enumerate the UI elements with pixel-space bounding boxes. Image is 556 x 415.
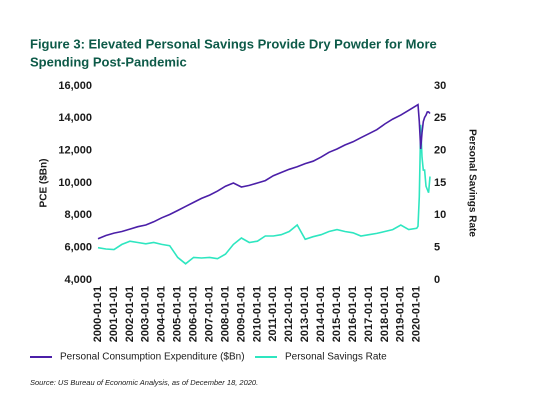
x-tick-label: 2011-01-01 (267, 286, 279, 342)
series-line (97, 124, 431, 265)
y-tick-label: 12,000 (58, 145, 92, 157)
y2-tick-label: 30 (434, 80, 446, 92)
y2-tick-label: 0 (434, 274, 440, 286)
x-tick-label: 2019-01-01 (395, 286, 407, 342)
x-tick-label: 2003-01-01 (140, 286, 152, 342)
y-tick-label: 8,000 (64, 209, 92, 221)
x-tick-label: 2002-01-01 (124, 286, 136, 342)
x-tick-label: 2012-01-01 (283, 286, 295, 342)
x-tick-label: 2009-01-01 (235, 286, 247, 342)
y-axis-title: PCE ($Bn) (39, 159, 50, 208)
y2-tick-label: 5 (434, 242, 440, 254)
x-tick-label: 2015-01-01 (331, 286, 343, 342)
y2-axis-title: Personal Savings Rate (466, 129, 477, 237)
x-tick-label: 2017-01-01 (363, 286, 375, 342)
x-tick-label: 2006-01-01 (188, 286, 200, 342)
x-tick-label: 2000-01-01 (92, 286, 104, 342)
y-tick-label: 10,000 (58, 177, 92, 189)
x-tick-label: 2020-01-01 (411, 286, 423, 342)
y-tick-label: 14,000 (58, 112, 92, 124)
y2-tick-label: 15 (434, 177, 446, 189)
y-tick-label: 16,000 (58, 80, 92, 92)
legend-label: Personal Consumption Expenditure ($Bn) (60, 352, 245, 363)
y2-tick-label: 20 (434, 145, 446, 157)
x-tick-label: 2010-01-01 (251, 286, 263, 342)
y2-tick-label: 25 (434, 112, 446, 124)
y2-tick-label: 10 (434, 209, 446, 221)
chart-title: Spending Post-Pandemic (30, 54, 187, 69)
source-note: Source: US Bureau of Economic Analysis, … (30, 378, 258, 387)
chart-title: Figure 3: Elevated Personal Savings Prov… (30, 36, 437, 51)
series-line (97, 103, 431, 240)
x-tick-label: 2016-01-01 (347, 286, 359, 342)
x-tick-label: 2018-01-01 (379, 286, 391, 342)
x-tick-label: 2001-01-01 (108, 286, 120, 342)
x-tick-label: 2013-01-01 (299, 286, 311, 342)
x-tick-label: 2005-01-01 (172, 286, 184, 342)
x-tick-label: 2004-01-01 (156, 286, 168, 342)
y-tick-label: 4,000 (64, 274, 92, 286)
legend-label: Personal Savings Rate (285, 352, 387, 363)
x-tick-label: 2007-01-01 (203, 286, 215, 342)
x-tick-label: 2008-01-01 (219, 286, 231, 342)
x-tick-label: 2014-01-01 (315, 286, 327, 342)
y-tick-label: 6,000 (64, 242, 92, 254)
